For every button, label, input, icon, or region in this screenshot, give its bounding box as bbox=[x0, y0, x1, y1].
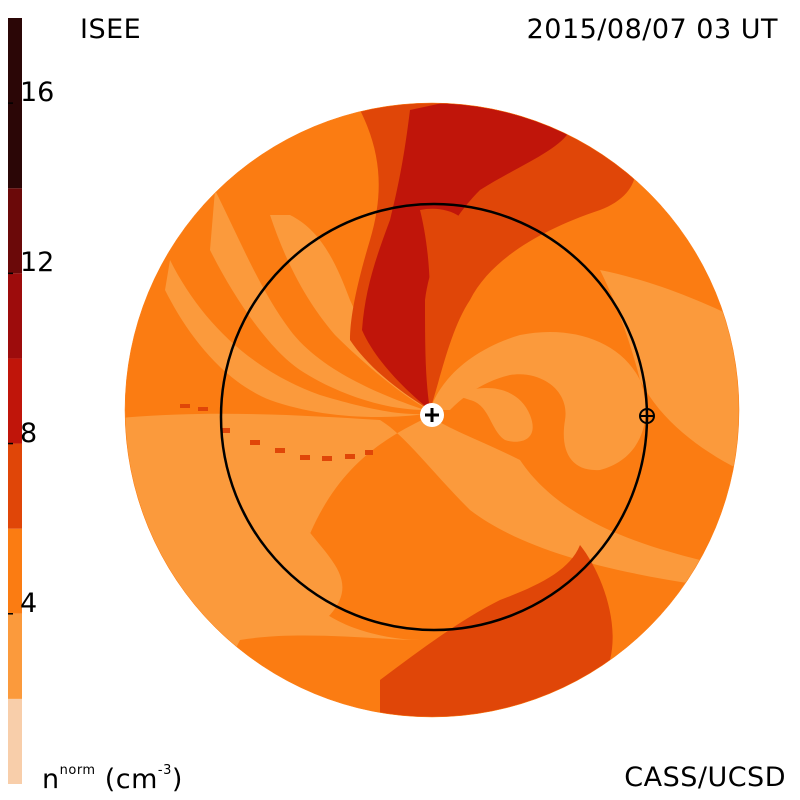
sun-marker-icon bbox=[420, 403, 444, 427]
colorbar-tick-label-1: 8 bbox=[20, 417, 38, 449]
light-zone-east-edge bbox=[600, 270, 739, 470]
unit-symbol: n bbox=[42, 764, 60, 795]
colorbar-band-4 bbox=[8, 358, 22, 444]
unit-text: (cm bbox=[104, 764, 158, 795]
light-zone-east-tongue bbox=[455, 387, 533, 442]
chart-title: ISEE bbox=[80, 14, 142, 45]
colorbar-band-2 bbox=[8, 528, 22, 614]
unit-exponent: -3 bbox=[157, 763, 172, 778]
light-zone-west-arm-2 bbox=[165, 260, 425, 418]
colorbar-band-1 bbox=[8, 613, 22, 699]
light-zone-east-spiral bbox=[430, 332, 646, 471]
debris-marks bbox=[180, 404, 373, 461]
unit-close: ) bbox=[171, 764, 183, 795]
light-zone-northwest bbox=[270, 215, 425, 408]
colorbar-band-0 bbox=[8, 698, 22, 784]
colorbar-band-7 bbox=[8, 18, 22, 189]
unit-superscript: norm bbox=[59, 763, 96, 778]
colorbar-band-6 bbox=[8, 188, 22, 274]
colorbar-band-5 bbox=[8, 273, 22, 359]
colorbar bbox=[8, 18, 22, 784]
earth-marker-icon bbox=[639, 408, 655, 424]
colorbar-unit-label: nnorm (cm-3) bbox=[42, 764, 183, 793]
colorbar-band-3 bbox=[8, 443, 22, 529]
light-zone-west-arms bbox=[210, 190, 425, 410]
colorbar-tick-label-0: 4 bbox=[20, 587, 38, 619]
credit-label: CASS/UCSD bbox=[624, 762, 786, 793]
colorbar-tick-label-3: 16 bbox=[20, 77, 55, 109]
light-zone-south-belt bbox=[125, 420, 343, 637]
colorbar-tick-label-2: 12 bbox=[20, 247, 55, 279]
disk-edge bbox=[124, 102, 740, 718]
enhanced-zone-north-inner bbox=[420, 208, 475, 405]
high-density-stream-north bbox=[362, 103, 570, 410]
chart-datetime: 2015/08/07 03 UT bbox=[526, 14, 778, 45]
